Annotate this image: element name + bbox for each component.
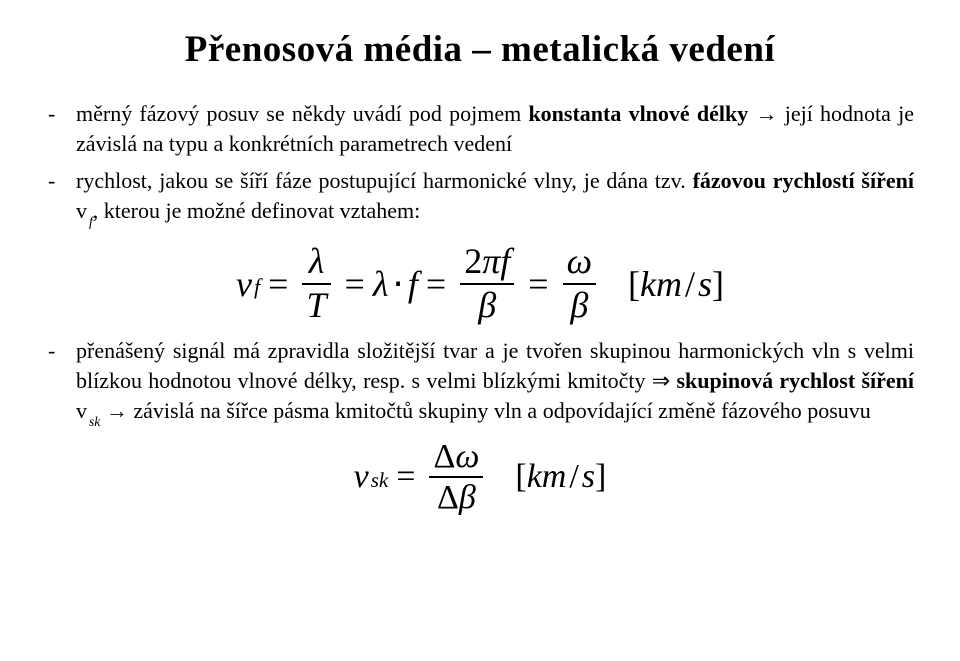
frac-num: λ xyxy=(305,243,329,281)
document-page: Přenosová média – metalická vedení - měr… xyxy=(0,0,960,661)
unit-s: s xyxy=(582,458,595,495)
sym-v: v xyxy=(236,263,252,305)
unit-slash: / xyxy=(569,458,578,495)
frac-num: ΔΔωω xyxy=(429,439,483,475)
sym-dot: ⋅ xyxy=(392,263,403,305)
frac-omega-beta: ω β xyxy=(563,243,596,325)
bullet-dash: - xyxy=(46,166,76,196)
b2-bold: fázovou rychlostí šíření xyxy=(693,168,914,193)
b2-mid: v xyxy=(76,198,87,223)
bullet-dash: - xyxy=(46,99,76,129)
frac-den: ΔΔββ xyxy=(433,480,480,516)
bullet-3-text: přenášený signál má zpravidla složitější… xyxy=(76,336,914,428)
unit-km: km xyxy=(527,458,567,495)
b1-bold: konstanta vlnové délky xyxy=(528,101,748,126)
frac-2pif-beta: 22πfπf β xyxy=(460,243,514,325)
b3-mid: v xyxy=(76,398,87,423)
sym-eq: = xyxy=(268,263,288,305)
unit-block: [km/s] xyxy=(515,458,606,496)
bullet-1-text: měrný fázový posuv se někdy uvádí pod po… xyxy=(76,99,914,158)
unit-slash: / xyxy=(685,264,695,304)
frac-den: β xyxy=(474,287,500,325)
frac-lambda-T: λ T xyxy=(302,243,330,325)
frac-num: ω xyxy=(563,243,596,281)
unit-s: s xyxy=(698,264,712,304)
sym-lambda: λ xyxy=(373,263,389,305)
unit-block: [km/s] xyxy=(628,263,724,305)
b2-post: , kterou je možné definovat vztahem: xyxy=(93,198,420,223)
sym-v-sub: f xyxy=(254,274,260,300)
sym-v: v xyxy=(354,458,369,496)
unit-close: ] xyxy=(712,264,724,304)
frac-den: β xyxy=(566,287,592,325)
sym-eq: = xyxy=(426,263,446,305)
sym-eq: = xyxy=(396,458,415,496)
frac-bar xyxy=(429,476,483,478)
page-title: Přenosová média – metalická vedení xyxy=(46,28,914,71)
unit-open: [ xyxy=(515,458,526,495)
b3-bold: skupinová rychlost šíření xyxy=(676,368,914,393)
sym-eq: = xyxy=(528,263,548,305)
frac-den: T xyxy=(302,287,330,325)
formula-vf: vf = λ T = λ ⋅ f = 22πfπf β = ω β [km/s] xyxy=(46,243,914,325)
unit-close: ] xyxy=(595,458,606,495)
bullet-2: - rychlost, jakou se šíří fáze postupují… xyxy=(46,166,914,228)
sym-eq: = xyxy=(345,263,365,305)
b2-sub: f xyxy=(89,214,93,229)
bullet-3: - přenášený signál má zpravidla složitěj… xyxy=(46,336,914,428)
b1-pre: měrný fázový posuv se někdy uvádí pod po… xyxy=(76,101,528,126)
b3-sub: sk xyxy=(89,414,100,429)
b2-pre: rychlost, jakou se šíří fáze postupující… xyxy=(76,168,693,193)
frac-num: 22πfπf xyxy=(460,243,514,281)
sym-f: f xyxy=(408,263,418,305)
unit-km: km xyxy=(640,264,682,304)
frac-domega-dbeta: ΔΔωω ΔΔββ xyxy=(429,439,483,516)
formula-vsk: vsk = ΔΔωω ΔΔββ [km/s] xyxy=(46,439,914,516)
b3-post: → závislá na šířce pásma kmitočtů skupin… xyxy=(100,398,870,423)
bullet-1: - měrný fázový posuv se někdy uvádí pod … xyxy=(46,99,914,158)
bullet-dash: - xyxy=(46,336,76,366)
sym-v-sub: sk xyxy=(371,468,389,493)
bullet-2-text: rychlost, jakou se šíří fáze postupující… xyxy=(76,166,914,228)
unit-open: [ xyxy=(628,264,640,304)
